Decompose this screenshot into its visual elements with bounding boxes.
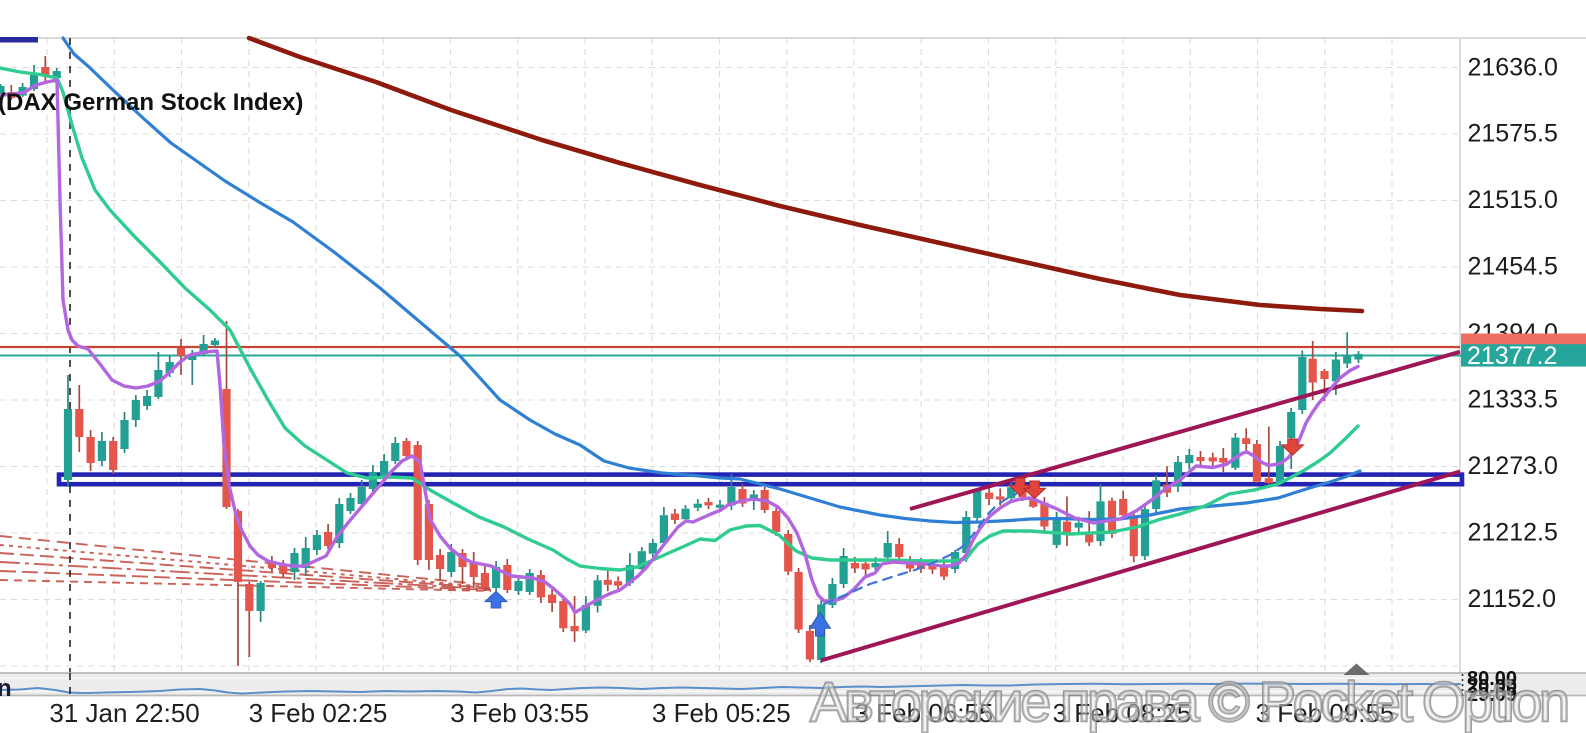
svg-text:n: n [0,675,12,702]
svg-text:3 Feb 05:25: 3 Feb 05:25 [652,698,791,728]
svg-text:21575.5: 21575.5 [1468,120,1558,148]
svg-text:(DAX German Stock Index): (DAX German Stock Index) [0,89,303,116]
svg-text:21454.5: 21454.5 [1468,253,1558,281]
svg-text:21273.0: 21273.0 [1468,452,1558,480]
svg-text:29.09: 29.09 [1467,684,1517,706]
svg-text:3 Feb 09:55: 3 Feb 09:55 [1256,698,1395,728]
svg-text:21152.0: 21152.0 [1468,585,1557,613]
svg-text:21212.5: 21212.5 [1468,519,1558,547]
svg-text:21515.0: 21515.0 [1468,186,1558,214]
svg-text:21636.0: 21636.0 [1468,54,1558,82]
svg-text:31 Jan 22:50: 31 Jan 22:50 [49,698,199,728]
svg-text:3 Feb 03:55: 3 Feb 03:55 [450,698,589,728]
svg-text:3 Feb 02:25: 3 Feb 02:25 [249,698,388,728]
svg-text:21333.5: 21333.5 [1468,386,1558,414]
svg-text:80.00: 80.00 [1467,668,1517,690]
svg-text:3 Feb 08:25: 3 Feb 08:25 [1053,698,1192,728]
svg-text:Авторские права © Pocket Optio: Авторские права © Pocket Option [810,670,1567,733]
svg-text:21377.2: 21377.2 [1467,342,1557,370]
svg-text:20.00: 20.00 [1467,676,1517,698]
svg-text:3 Feb 06:55: 3 Feb 06:55 [855,698,994,728]
